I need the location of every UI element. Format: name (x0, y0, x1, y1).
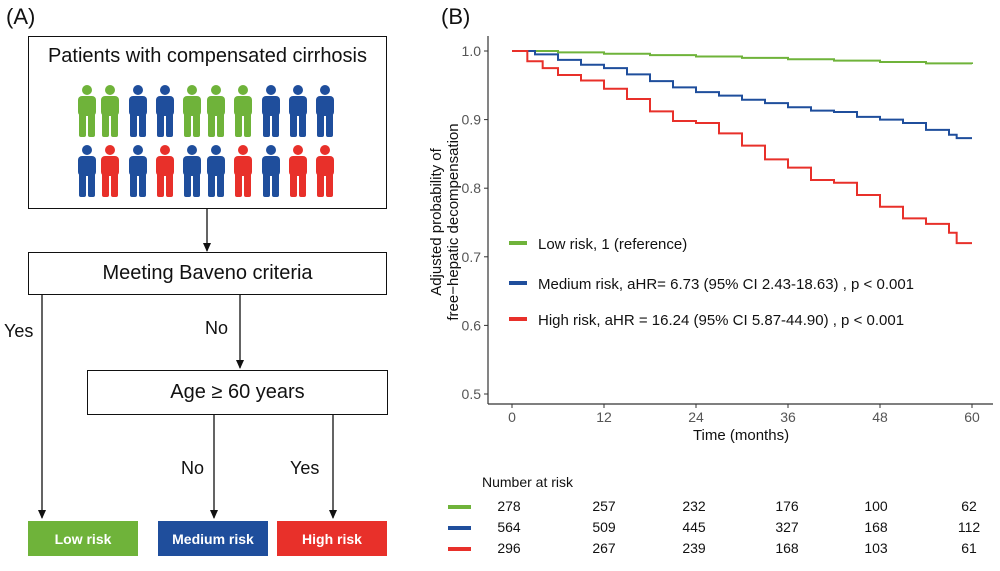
person-icon (207, 85, 225, 137)
person-icon (129, 85, 147, 137)
risk-table-cell: 239 (682, 540, 706, 556)
high-risk-box: High risk (277, 521, 387, 556)
x-tick-label: 0 (508, 409, 516, 425)
x-tick-label: 12 (596, 409, 612, 425)
person-icon (207, 145, 225, 197)
x-axis-title: Time (months) (693, 427, 789, 444)
person-icon (129, 145, 147, 197)
risk-table-title: Number at risk (482, 474, 574, 490)
y-tick-label: 0.9 (462, 112, 482, 128)
person-icon (262, 145, 280, 197)
risk-table-cell: 61 (961, 540, 977, 556)
people-icons (78, 85, 334, 197)
risk-table-cell: 176 (775, 498, 799, 514)
x-tick-label: 48 (872, 409, 888, 425)
y-tick-label: 0.5 (462, 386, 482, 402)
person-icon (316, 85, 334, 137)
yes-branch-label-2: Yes (290, 458, 320, 478)
risk-table-cell: 112 (958, 519, 981, 535)
person-icon (234, 85, 252, 137)
risk-table-cell: 296 (497, 540, 521, 556)
person-icon (234, 145, 252, 197)
low-risk-box: Low risk (28, 521, 138, 556)
x-tick-label: 60 (964, 409, 980, 425)
panel-b-label: (B) (441, 4, 471, 29)
person-icon (316, 145, 334, 197)
person-icon (156, 85, 174, 137)
y-tick-label: 1.0 (462, 43, 482, 59)
risk-table-cell: 232 (682, 498, 706, 514)
legend-label: Medium risk, aHR= 6.73 (95% CI 2.43-18.6… (538, 276, 914, 293)
age-box: Age ≥ 60 years (87, 370, 388, 415)
risk-table-cell: 278 (497, 498, 521, 514)
high-risk-curve (512, 50, 972, 245)
person-icon (183, 85, 201, 137)
flowchart-connectors (38, 209, 337, 519)
x-tick-label: 36 (780, 409, 796, 425)
baveno-box-label: Meeting Baveno criteria (102, 262, 313, 284)
risk-table-cell: 168 (864, 519, 888, 535)
age-box-label: Age ≥ 60 years (170, 381, 305, 403)
risk-table-cell: 168 (775, 540, 799, 556)
person-icon (289, 145, 307, 197)
low-risk-curve (512, 50, 973, 65)
person-icon (289, 85, 307, 137)
risk-table-cell: 100 (864, 498, 888, 514)
y-axis-title-line2: free−hepatic decompensation (445, 123, 462, 320)
risk-table-cell: 103 (864, 540, 888, 556)
risk-table-cell: 509 (592, 519, 616, 535)
person-icon (101, 85, 119, 137)
medium-risk-box: Medium risk (158, 521, 268, 556)
person-icon (183, 145, 201, 197)
person-icon (101, 145, 119, 197)
person-icon (78, 145, 96, 197)
panel-a-label: (A) (6, 4, 36, 29)
baveno-box: Meeting Baveno criteria (28, 252, 387, 295)
person-icon (262, 85, 280, 137)
risk-table-cell: 267 (592, 540, 616, 556)
person-icon (156, 145, 174, 197)
no-branch-label-2: No (181, 458, 205, 478)
y-tick-label: 0.8 (462, 180, 482, 196)
risk-table-cell: 257 (592, 498, 616, 514)
patients-box-label: Patients with compensated cirrhosis (47, 45, 368, 67)
x-tick-label: 24 (688, 409, 704, 425)
risk-table-cell: 564 (497, 519, 521, 535)
y-tick-label: 0.6 (462, 317, 482, 333)
risk-table-cell: 445 (682, 519, 706, 535)
yes-branch-label: Yes (4, 321, 34, 341)
legend-label: Low risk, 1 (reference) (538, 236, 687, 253)
y-axis-title-line1: Adjusted probability of (428, 147, 445, 295)
person-icon (78, 85, 96, 137)
legend-label: High risk, aHR = 16.24 (95% CI 5.87-44.9… (538, 312, 904, 329)
risk-table-cell: 327 (775, 519, 799, 535)
risk-table-cell: 62 (961, 498, 977, 514)
y-tick-label: 0.7 (462, 249, 482, 265)
no-branch-label: No (205, 318, 229, 338)
medium-risk-curve (512, 50, 972, 140)
